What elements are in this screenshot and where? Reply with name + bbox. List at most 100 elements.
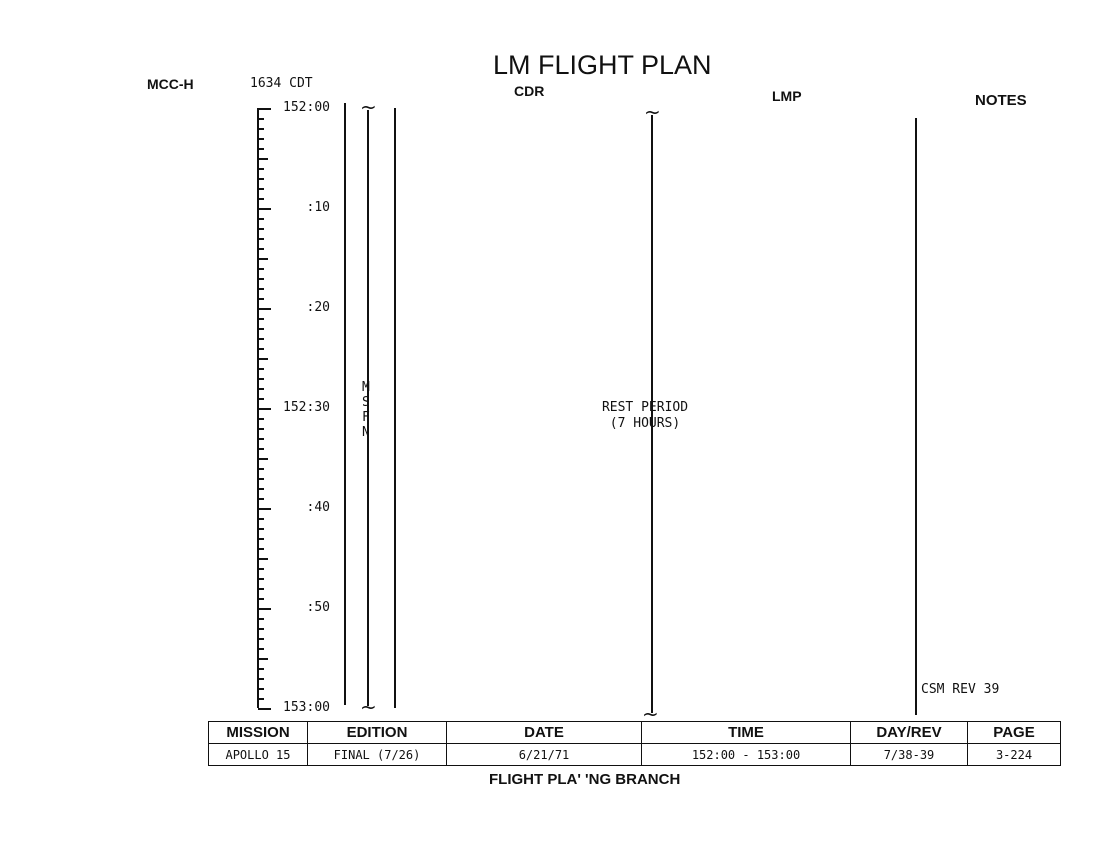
footer-value: APOLLO 15 — [208, 743, 308, 766]
time-tick — [258, 308, 271, 310]
column-notes: NOTES — [975, 92, 1027, 109]
time-tick — [258, 668, 264, 670]
footer-header: PAGE — [967, 721, 1061, 744]
time-tick — [258, 538, 264, 540]
time-label: 152:00 — [283, 100, 330, 115]
time-tick — [258, 228, 264, 230]
msfn-letter: F — [362, 410, 370, 425]
time-tick — [258, 298, 264, 300]
time-tick — [258, 708, 271, 710]
footer-value: FINAL (7/26) — [307, 743, 447, 766]
time-tick — [258, 678, 264, 680]
time-tick — [258, 698, 264, 700]
time-tick — [258, 148, 264, 150]
time-tick — [258, 318, 264, 320]
msfn-letter: N — [362, 425, 370, 440]
time-tick — [258, 218, 264, 220]
time-tick — [258, 468, 264, 470]
footer-header: DAY/REV — [850, 721, 968, 744]
time-tick — [258, 378, 264, 380]
time-tick — [258, 618, 264, 620]
time-tick — [258, 628, 264, 630]
time-tick — [258, 498, 264, 500]
time-tick — [258, 268, 264, 270]
csm-rev: CSM REV 39 — [921, 682, 1000, 697]
time-tick — [258, 408, 271, 410]
tilde-mark: ~ — [642, 702, 659, 726]
time-tick — [258, 158, 268, 160]
time-tick — [258, 418, 264, 420]
rest-period-line — [651, 115, 653, 713]
time-label: :50 — [306, 600, 330, 615]
time-tick — [258, 248, 264, 250]
time-tick — [258, 168, 264, 170]
time-tick — [258, 478, 264, 480]
time-tick — [258, 178, 264, 180]
time-tick — [258, 108, 271, 110]
branch-label: FLIGHT PLA' 'NG BRANCH — [489, 771, 681, 788]
time-tick — [258, 288, 264, 290]
time-tick — [258, 138, 264, 140]
column-divider — [344, 103, 346, 705]
column-cdr: CDR — [514, 83, 545, 99]
time-tick — [258, 458, 268, 460]
time-tick — [258, 348, 264, 350]
time-tick — [258, 448, 264, 450]
footer-header: EDITION — [307, 721, 447, 744]
time-tick — [258, 658, 268, 660]
time-label: 153:00 — [283, 700, 330, 715]
time-label: 152:30 — [283, 400, 330, 415]
tilde-mark: ~ — [360, 95, 377, 119]
time-tick — [258, 508, 271, 510]
time-tick — [258, 638, 264, 640]
time-tick — [258, 328, 264, 330]
local-time: 1634 CDT — [250, 76, 313, 91]
time-tick — [258, 528, 264, 530]
footer-value: 7/38-39 — [850, 743, 968, 766]
msfn-label: M S F N — [362, 380, 370, 440]
time-tick — [258, 428, 264, 430]
footer-header: TIME — [641, 721, 851, 744]
time-tick — [258, 438, 264, 440]
time-tick — [258, 488, 264, 490]
time-tick — [258, 588, 264, 590]
time-tick — [258, 608, 271, 610]
time-tick — [258, 648, 264, 650]
time-tick — [258, 368, 264, 370]
time-tick — [258, 518, 264, 520]
activity-line: (7 HOURS) — [609, 416, 681, 431]
page-title: LM FLIGHT PLAN — [493, 50, 712, 80]
time-label: :10 — [306, 200, 330, 215]
time-tick — [258, 128, 264, 130]
column-lmp: LMP — [772, 88, 802, 104]
time-tick — [258, 278, 264, 280]
msfn-letter: S — [362, 395, 370, 410]
time-tick — [258, 558, 268, 560]
footer-value: 6/21/71 — [446, 743, 642, 766]
time-tick — [258, 688, 264, 690]
time-tick — [258, 208, 271, 210]
footer-header: DATE — [446, 721, 642, 744]
time-tick — [258, 388, 264, 390]
time-tick — [258, 238, 264, 240]
column-divider — [394, 108, 396, 708]
footer-table: MISSION EDITION DATE TIME DAY/REV PAGE A… — [208, 721, 1061, 766]
station-label: MCC-H — [147, 76, 194, 92]
time-tick — [258, 568, 264, 570]
msfn-line — [367, 110, 369, 706]
time-tick — [258, 598, 264, 600]
time-tick — [258, 358, 268, 360]
time-tick — [258, 198, 264, 200]
time-tick — [258, 578, 264, 580]
time-label: :20 — [306, 300, 330, 315]
activity-line: REST PERIOD — [601, 400, 689, 415]
time-tick — [258, 258, 268, 260]
time-tick — [258, 188, 264, 190]
time-tick — [258, 338, 264, 340]
footer-header: MISSION — [208, 721, 308, 744]
tilde-mark: ~ — [644, 100, 661, 124]
tilde-mark: ~ — [360, 695, 377, 719]
time-tick — [258, 548, 264, 550]
time-tick — [258, 398, 264, 400]
